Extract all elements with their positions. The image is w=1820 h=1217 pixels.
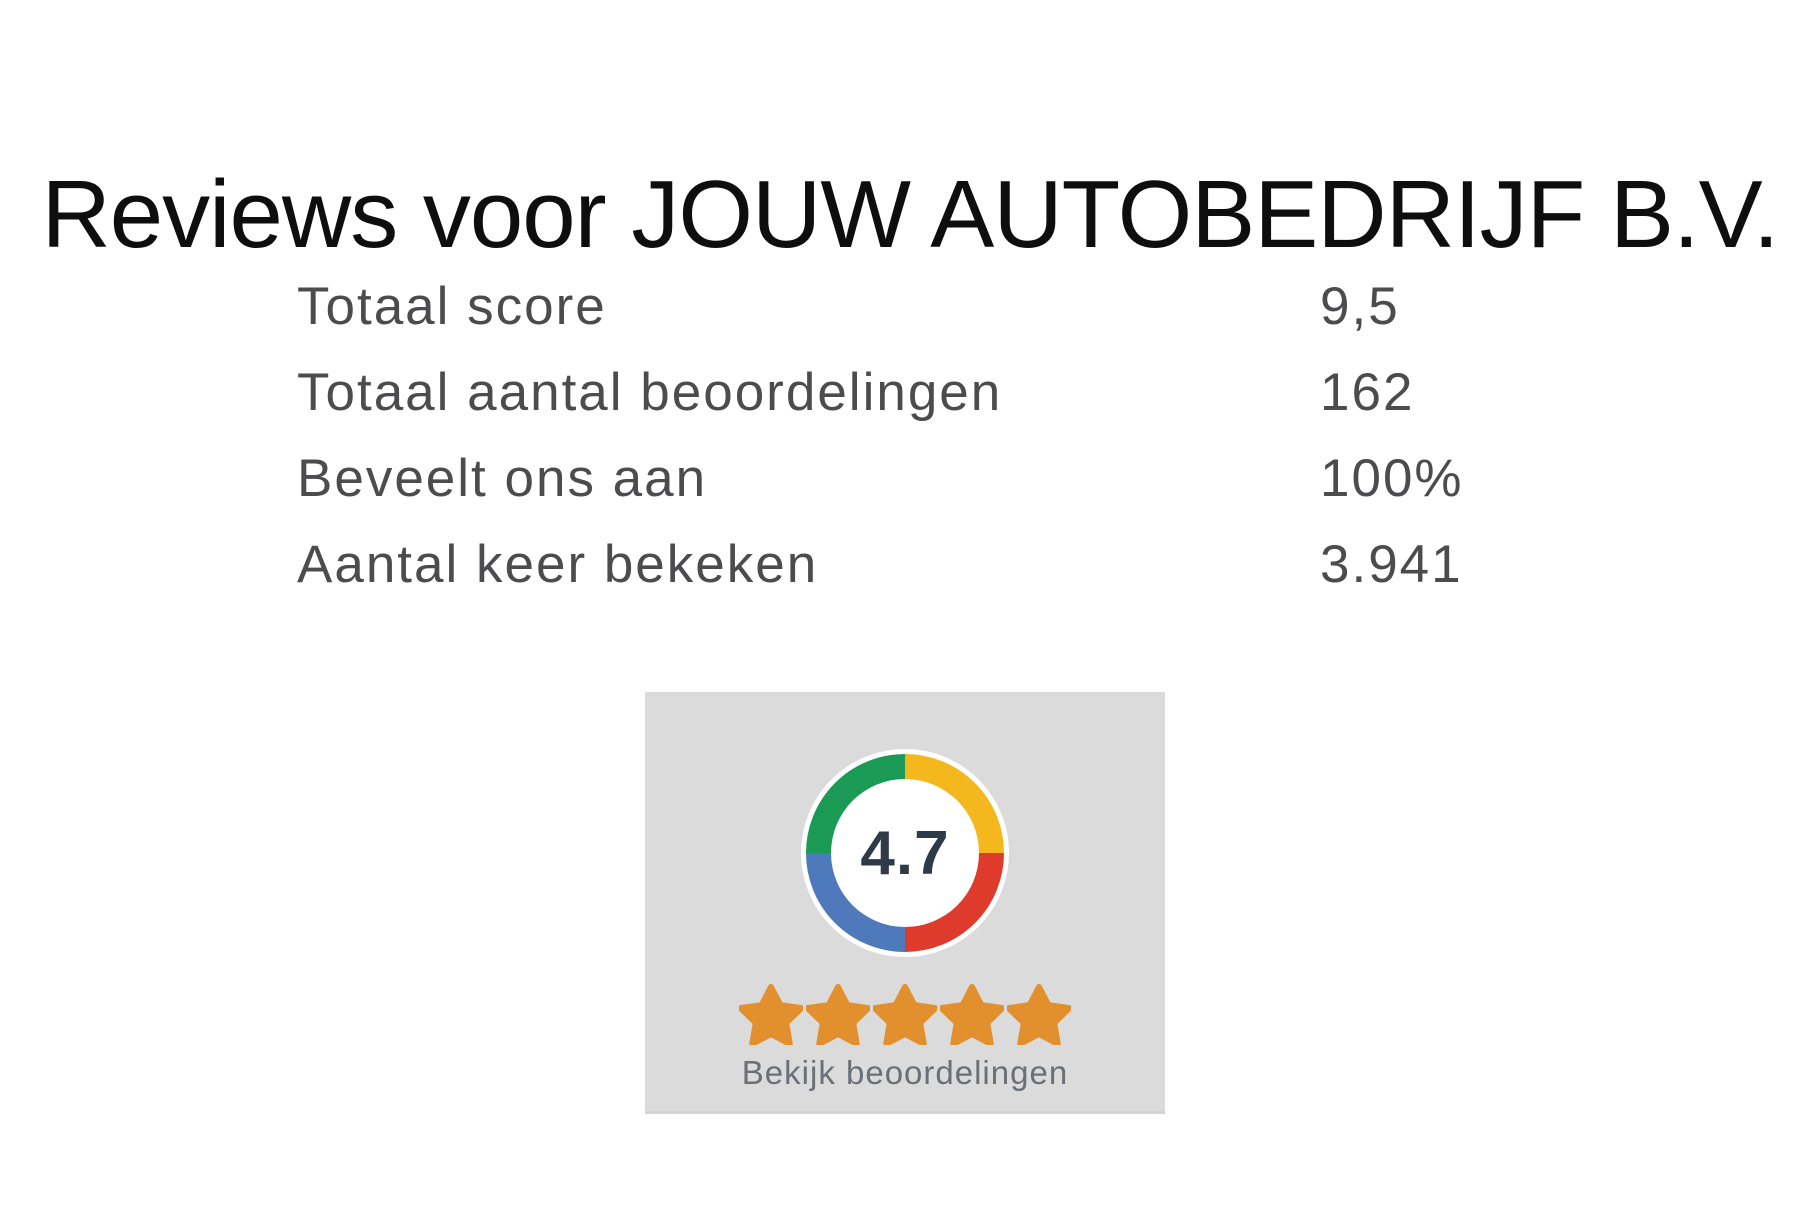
stat-value-totaal-score: 9,5 bbox=[1320, 276, 1400, 336]
stat-label-aantal-beoordelingen: Totaal aantal beoordelingen bbox=[297, 362, 1003, 422]
stat-label-totaal-score: Totaal score bbox=[297, 276, 607, 336]
stat-label-aantal-keer-bekeken: Aantal keer bekeken bbox=[297, 534, 819, 594]
stat-value-aantal-beoordelingen: 162 bbox=[1320, 362, 1415, 422]
star-icon bbox=[1007, 983, 1071, 1045]
stat-value-beveelt-ons-aan: 100% bbox=[1320, 448, 1464, 508]
score-donut-ring: 4.7 bbox=[801, 749, 1009, 957]
star-icon bbox=[940, 983, 1004, 1045]
star-icon bbox=[806, 983, 870, 1045]
star-rating bbox=[739, 983, 1071, 1045]
score-value: 4.7 bbox=[860, 818, 950, 888]
page-title: Reviews voor JOUW AUTOBEDRIJF B.V. bbox=[41, 161, 1779, 269]
review-stats-table: Totaal score 9,5 Totaal aantal beoordeli… bbox=[297, 263, 1464, 607]
star-icon bbox=[739, 983, 803, 1045]
stat-label-beveelt-ons-aan: Beveelt ons aan bbox=[297, 448, 708, 508]
score-donut-center: 4.7 bbox=[831, 779, 979, 927]
stat-value-aantal-keer-bekeken: 3.941 bbox=[1320, 534, 1463, 594]
view-reviews-link[interactable]: Bekijk beoordelingen bbox=[741, 1054, 1069, 1091]
review-score-badge[interactable]: 4.7 Bekijk beoordelingen bbox=[645, 692, 1165, 1114]
star-icon bbox=[873, 983, 937, 1045]
